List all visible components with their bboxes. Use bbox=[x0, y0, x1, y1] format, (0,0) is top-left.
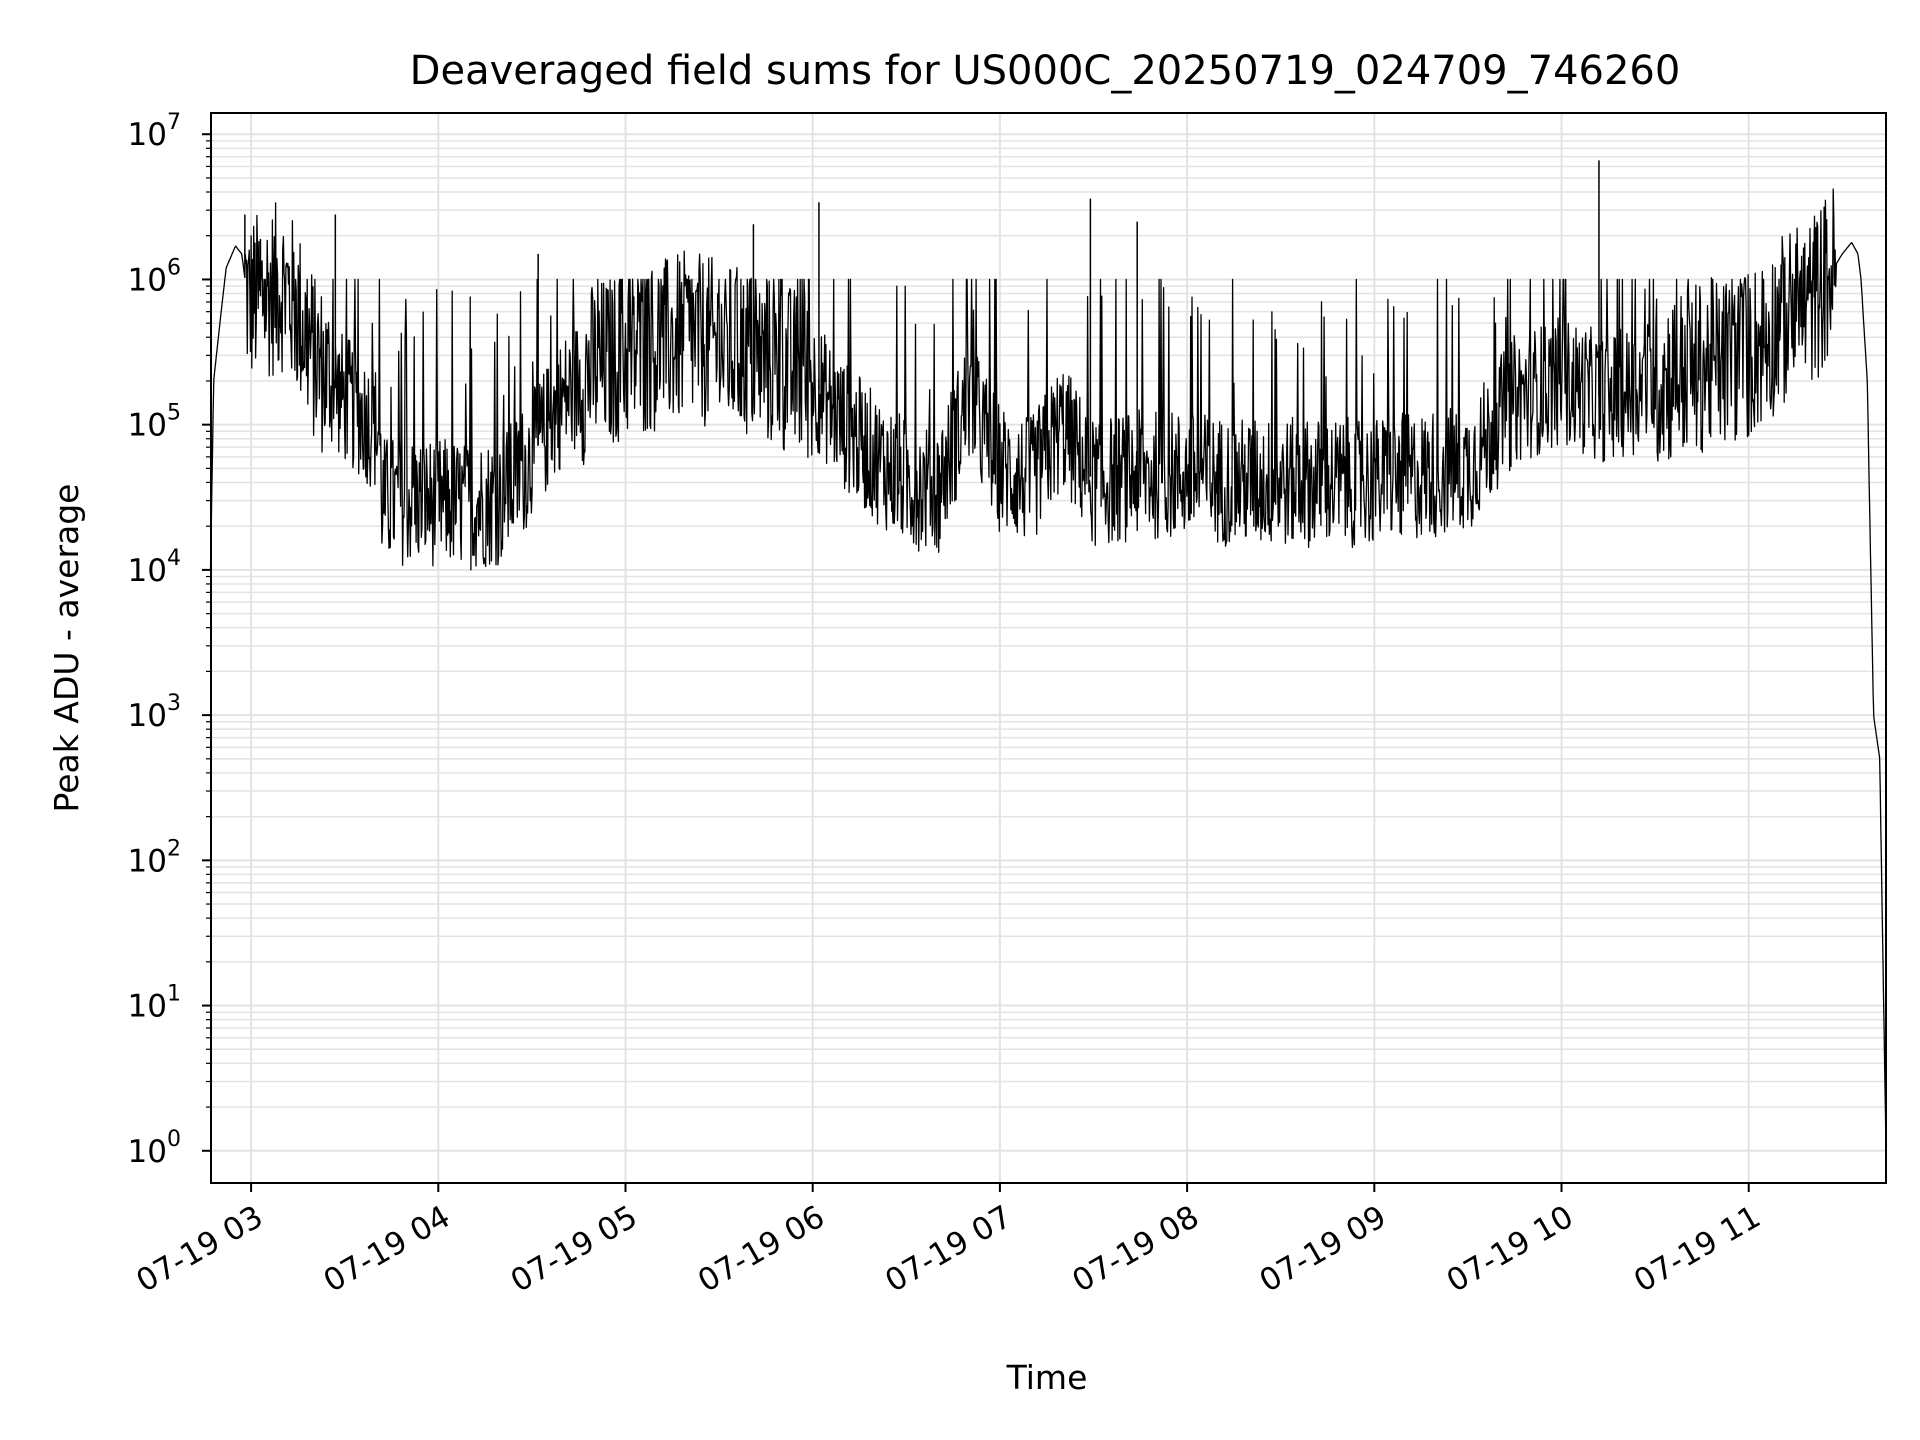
y-axis-title: Peak ADU - average bbox=[47, 484, 86, 813]
y-tick-label-exponent: 0 bbox=[167, 1127, 181, 1152]
grid bbox=[211, 113, 1886, 1183]
y-tick-label-base: 10 bbox=[128, 117, 167, 153]
y-tick-label: 104 bbox=[128, 546, 181, 589]
y-tick-label: 100 bbox=[128, 1127, 181, 1170]
y-tick-label-exponent: 5 bbox=[167, 401, 181, 426]
y-tick-label: 106 bbox=[128, 255, 181, 298]
y-tick-label: 103 bbox=[128, 691, 181, 734]
y-tick-label-base: 10 bbox=[128, 1134, 167, 1170]
y-tick-label-exponent: 1 bbox=[167, 982, 181, 1007]
data-layer bbox=[209, 160, 1887, 1151]
chart-title: Deaveraged field sums for US000C_2025071… bbox=[410, 48, 1681, 94]
y-tick-label-base: 10 bbox=[128, 698, 167, 734]
y-tick-label-base: 10 bbox=[128, 843, 167, 879]
y-tick-label-exponent: 6 bbox=[167, 255, 181, 280]
y-tick-label-exponent: 4 bbox=[167, 546, 181, 571]
y-tick-label-base: 10 bbox=[128, 262, 167, 298]
series-line bbox=[209, 188, 1887, 1151]
y-tick-label: 102 bbox=[128, 836, 181, 879]
y-tick-label: 107 bbox=[128, 110, 181, 153]
y-tick-label-exponent: 3 bbox=[167, 691, 181, 716]
y-tick-label-base: 10 bbox=[128, 553, 167, 589]
y-tick-label: 105 bbox=[128, 401, 181, 444]
x-axis-title: Time bbox=[1006, 1358, 1088, 1397]
y-tick-label-base: 10 bbox=[128, 408, 167, 444]
plot-frame bbox=[210, 112, 1887, 1184]
y-tick-label-base: 10 bbox=[128, 989, 167, 1025]
y-tick-label-exponent: 2 bbox=[167, 836, 181, 861]
y-tick-label-exponent: 7 bbox=[167, 110, 181, 135]
y-tick-label: 101 bbox=[128, 982, 181, 1025]
